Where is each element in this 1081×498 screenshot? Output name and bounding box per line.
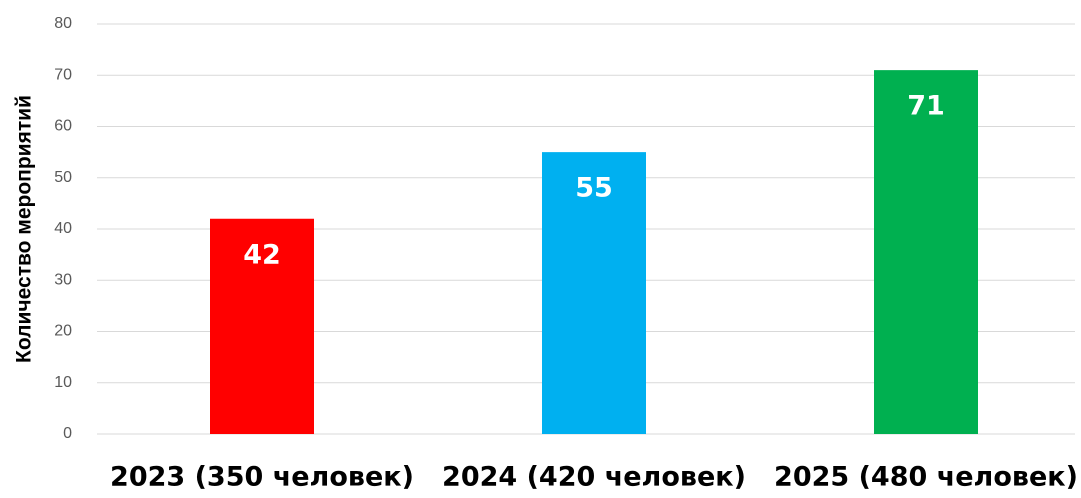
y-axis-title: Количество мероприятий — [13, 95, 36, 363]
x-tick-label: 2024 (420 человек) — [442, 462, 746, 493]
y-tick-label: 80 — [54, 15, 72, 32]
y-tick-label: 20 — [54, 323, 72, 340]
y-tick-label: 70 — [54, 66, 72, 83]
y-tick-label: 50 — [54, 169, 72, 186]
y-tick-label: 60 — [54, 118, 72, 135]
bar — [542, 152, 646, 434]
y-tick-label: 40 — [54, 220, 72, 237]
x-tick-label: 2023 (350 человек) — [110, 462, 414, 493]
y-tick-label: 30 — [54, 271, 72, 288]
data-label: 55 — [575, 173, 613, 204]
data-label: 42 — [243, 239, 281, 270]
data-label: 71 — [907, 91, 945, 122]
y-tick-label: 10 — [54, 374, 72, 391]
bar — [874, 70, 978, 434]
y-tick-label: 0 — [63, 425, 72, 442]
x-tick-label: 2025 (480 человек) — [774, 462, 1078, 493]
bar — [210, 218, 314, 434]
